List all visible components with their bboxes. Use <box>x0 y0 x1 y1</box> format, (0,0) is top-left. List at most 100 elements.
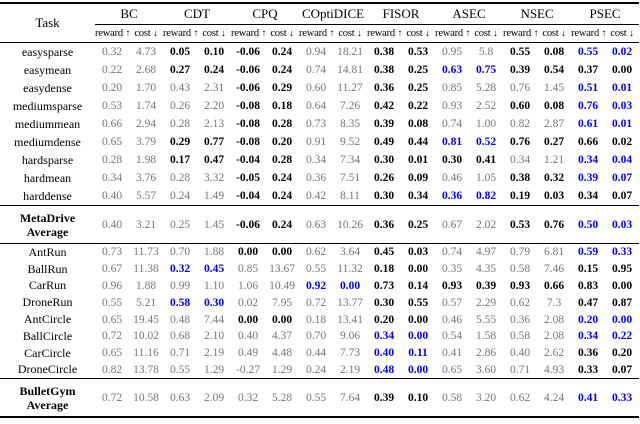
cost-value: 2.86 <box>475 347 497 360</box>
cost-label: cost <box>610 28 627 39</box>
table-row-hardmean: hardmean 0.34 3.76 0.28 3.32 -0.05 0.24 0.36 7.5… <box>0 169 639 187</box>
reward-value: 0.94 <box>305 46 327 58</box>
up-arrow-icon: ↑ <box>125 28 129 39</box>
cost-label: cost <box>270 28 287 39</box>
cost-value: 1.45 <box>203 218 225 231</box>
cost-value: 0.82 <box>475 190 497 202</box>
reward-value: -0.08 <box>236 136 260 148</box>
cost-value: 0.00 <box>271 246 293 259</box>
task-label: easysparse <box>21 44 74 59</box>
cost-value: 0.30 <box>203 296 225 309</box>
metadrive-average-row: MetaDrive Average 0.40 3.21 0.25 1.45 -0.06 0.2… <box>0 205 640 244</box>
reward-label: reward <box>435 28 463 39</box>
reward-value: 0.38 <box>373 64 395 76</box>
cost-value: 0.24 <box>271 190 293 202</box>
cost-value: 0.18 <box>271 100 293 112</box>
reward-value: -0.06 <box>236 64 260 76</box>
cost-label: cost <box>134 28 151 39</box>
reward-subheader: reward ↑ <box>231 25 265 43</box>
reward-value: -0.08 <box>236 100 260 112</box>
table-row-easydense: easydense 0.20 1.70 0.43 2.31 -0.06 0.29 0.60 11… <box>0 79 639 97</box>
task-column-header: Task <box>35 15 60 30</box>
cost-value: 0.76 <box>543 218 565 231</box>
cost-value: 10.49 <box>269 279 295 292</box>
cost-value: 7.46 <box>543 263 565 276</box>
reward-value: 0.70 <box>169 246 191 259</box>
up-arrow-icon: ↑ <box>329 28 333 39</box>
cost-label: cost <box>202 28 219 39</box>
table-row-antrun: AntRun 0.73 11.73 0.70 1.88 0.00 0.00 0.62 3.64 0… <box>0 243 640 261</box>
cost-value: 0.00 <box>612 64 633 76</box>
reward-value: 0.36 <box>305 172 327 184</box>
reward-value: 0.30 <box>373 154 395 166</box>
reward-value: 0.00 <box>237 246 259 259</box>
cost-value: 0.00 <box>612 279 633 292</box>
table-row-easysparse: easysparse 0.32 4.73 0.05 0.10 -0.06 0.24 0.94 1… <box>0 43 639 62</box>
reward-value: 0.58 <box>509 263 531 276</box>
reward-value: 0.20 <box>578 313 599 326</box>
cost-value: 3.76 <box>135 172 157 184</box>
down-arrow-icon: ↓ <box>628 28 634 39</box>
cost-value: 0.95 <box>612 263 633 276</box>
cost-value: 0.33 <box>612 246 633 259</box>
reward-value: 1.06 <box>237 279 259 292</box>
average-label: BulletGym Average <box>0 379 95 418</box>
cost-value: 0.55 <box>407 296 429 309</box>
method-header-coptidice: COptiDICE <box>299 3 368 25</box>
cost-value: 1.58 <box>475 330 497 343</box>
reward-value: 0.20 <box>373 313 395 326</box>
reward-value: 0.28 <box>101 154 123 166</box>
cost-value: 0.39 <box>475 279 497 292</box>
cost-value: 2.02 <box>475 218 497 231</box>
reward-value: 0.05 <box>169 46 191 58</box>
reward-value: 0.34 <box>578 330 599 343</box>
cost-value: 4.97 <box>475 246 497 259</box>
reward-value: 0.66 <box>578 136 599 148</box>
reward-value: 0.55 <box>169 363 191 376</box>
cost-value: 0.00 <box>612 313 633 326</box>
task-label: AntCircle <box>23 312 72 327</box>
cost-value: 5.21 <box>135 296 157 309</box>
table-row-ballcircle: BallCircle 0.72 10.02 0.68 2.10 0.40 4.37 0.70 9… <box>0 328 639 345</box>
cost-value: 0.54 <box>543 64 565 76</box>
reward-value: 0.72 <box>305 296 327 309</box>
reward-value: 0.25 <box>169 218 191 231</box>
down-arrow-icon: ↓ <box>492 28 498 39</box>
cost-value: 3.20 <box>475 391 497 404</box>
reward-value: 0.61 <box>578 118 599 130</box>
reward-value: 0.28 <box>169 118 191 130</box>
reward-subheader: reward ↑ <box>299 25 333 43</box>
cost-value: 0.00 <box>407 330 429 343</box>
reward-label: reward <box>95 28 123 39</box>
reward-value: 0.34 <box>305 154 327 166</box>
reward-value: 0.96 <box>101 279 123 292</box>
reward-value: 0.48 <box>169 313 191 326</box>
cost-value: 0.53 <box>407 46 429 58</box>
reward-value: 0.93 <box>441 279 463 292</box>
subheader-row: reward ↑ cost ↓ reward ↑ cost ↓ reward ↑ cost… <box>0 25 639 43</box>
cost-value: 2.68 <box>135 64 157 76</box>
cost-value: 0.00 <box>407 263 429 276</box>
down-arrow-icon: ↓ <box>424 28 430 39</box>
cost-value: 10.58 <box>133 391 159 404</box>
cost-value: 0.25 <box>407 82 429 94</box>
reward-value: 0.41 <box>441 347 463 360</box>
reward-value: 0.43 <box>169 82 191 94</box>
up-arrow-icon: ↑ <box>397 28 401 39</box>
cost-value: 10.26 <box>337 218 363 231</box>
cost-value: 0.07 <box>612 190 633 202</box>
reward-value: 0.40 <box>237 330 259 343</box>
reward-value: 0.55 <box>305 391 327 404</box>
task-label: BallCircle <box>22 328 73 343</box>
cost-value: 1.29 <box>271 363 293 376</box>
cost-value: 0.07 <box>612 363 633 376</box>
cost-value: 0.45 <box>203 263 225 276</box>
reward-subheader: reward ↑ <box>367 25 401 43</box>
table-row-ballrun: BallRun 0.67 11.38 0.32 0.45 0.85 13.67 0.55 11.… <box>0 261 639 278</box>
reward-label: reward <box>299 28 327 39</box>
task-label: BallRun <box>27 261 68 276</box>
up-arrow-icon: ↑ <box>601 28 605 39</box>
task-label: CarRun <box>28 278 67 293</box>
cost-value: 7.34 <box>339 154 361 166</box>
